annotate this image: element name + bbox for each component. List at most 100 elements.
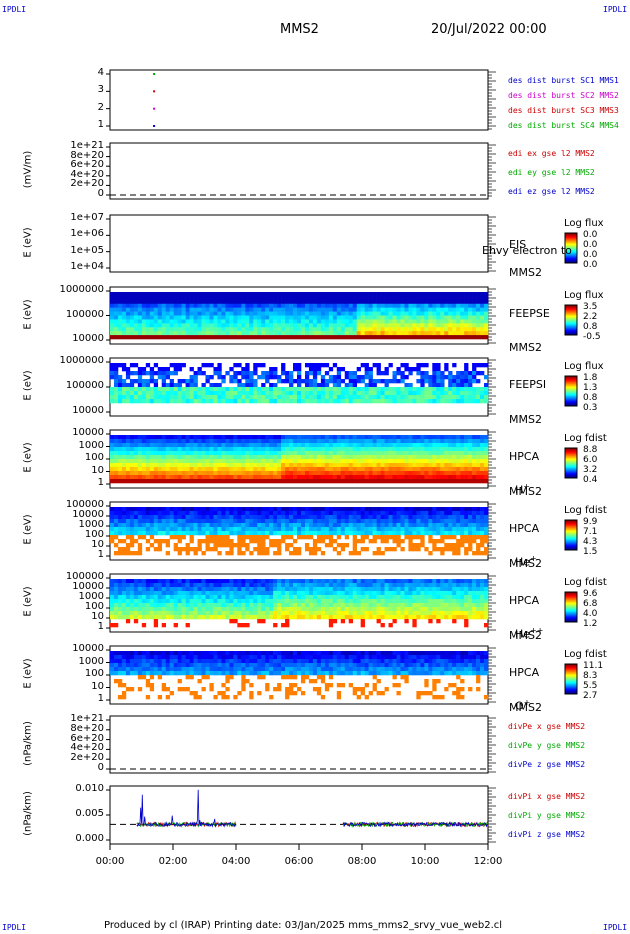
spec-cell (285, 295, 290, 301)
spec-cell (241, 543, 246, 548)
spec-cell (153, 295, 159, 301)
spec-cell (281, 515, 286, 520)
spec-cell (217, 363, 222, 368)
spec-cell (229, 607, 234, 612)
spec-cell (300, 399, 306, 404)
spec-cell (340, 467, 346, 472)
colorbar-swatch (565, 532, 577, 534)
spec-cell (452, 387, 457, 392)
spec-cell (388, 327, 393, 332)
spec-cell (225, 595, 230, 600)
spec-cell (110, 523, 115, 528)
spec-cell (324, 607, 330, 612)
spec-cell (297, 547, 302, 552)
spec-cell (133, 511, 139, 516)
spec-cell (149, 327, 155, 332)
spec-cell (245, 595, 250, 600)
spec-cell (320, 383, 326, 388)
spec-cell (273, 471, 278, 476)
spec-cell (173, 531, 178, 536)
spec-cell (344, 527, 350, 532)
spec-cell (229, 455, 234, 460)
spec-cell (225, 535, 230, 540)
spec-cell (285, 511, 290, 516)
spec-cell (185, 315, 190, 320)
spec-cell (125, 371, 131, 376)
spec-cell (324, 371, 330, 376)
spec-cell (297, 463, 302, 468)
spec-cell (117, 335, 123, 340)
spec-cell (269, 471, 274, 476)
spec-cell (277, 295, 282, 301)
spec-cell (289, 395, 294, 400)
spec-cell (324, 475, 330, 480)
spec-cell (213, 479, 218, 484)
spec-cell (304, 435, 310, 440)
spec-cell (356, 523, 361, 528)
spec-cell (304, 295, 310, 301)
spec-cell (376, 515, 381, 520)
spec-cell (344, 383, 350, 388)
spec-cell (320, 519, 326, 524)
spec-cell (293, 447, 298, 452)
spec-cell (324, 387, 330, 392)
spec-cell (324, 527, 330, 532)
spec-cell (193, 375, 198, 380)
spec-cell (332, 587, 338, 592)
spec-cell (257, 439, 262, 444)
footer-text: Produced by cl (IRAP) Printing date: 03/… (104, 920, 503, 931)
spec-cell (460, 387, 465, 392)
spec-cell (297, 507, 302, 512)
colorbar-swatch (565, 449, 577, 451)
spec-cell (181, 467, 186, 472)
spec-cell (257, 543, 262, 548)
spec-cell (217, 459, 222, 464)
spec-cell (304, 335, 310, 340)
spec-cell (360, 307, 365, 312)
spec-cell (444, 331, 449, 336)
spec-cell (420, 315, 425, 320)
spec-cell (460, 447, 465, 452)
spec-cell (364, 335, 369, 340)
spec-cell (428, 335, 433, 340)
spec-cell (229, 307, 234, 312)
spec-cell (388, 475, 393, 480)
spec-cell (145, 387, 151, 392)
spec-cell (117, 523, 123, 528)
spec-cell (368, 323, 373, 328)
spec-cell (121, 303, 127, 308)
spec-cell (129, 292, 135, 297)
spec-cell (340, 547, 346, 552)
spec-cell (320, 595, 326, 600)
spec-cell (177, 471, 182, 476)
spec-cell (352, 547, 357, 552)
spec-cell (169, 599, 174, 604)
spec-cell (372, 323, 377, 328)
spec-cell (356, 451, 361, 456)
spec-cell (448, 335, 453, 340)
spec-cell (237, 439, 242, 444)
spec-cell (173, 292, 178, 297)
spec-cell (352, 471, 357, 476)
spec-cell (117, 292, 123, 297)
spec-cell (165, 447, 170, 452)
spec-cell (281, 579, 286, 584)
spec-cell (324, 331, 330, 336)
spec-cell (209, 595, 214, 600)
spec-cell (424, 323, 429, 328)
spec-cell (436, 363, 441, 368)
spec-cell (137, 371, 143, 376)
spec-cell (189, 323, 194, 328)
spec-cell (185, 595, 190, 600)
spec-cell (233, 523, 238, 528)
spec-cell (177, 323, 182, 328)
spec-cell (336, 523, 342, 528)
spec-cell (348, 459, 354, 464)
spec-cell (312, 371, 318, 376)
spec-cell (237, 295, 242, 301)
colorbar-swatch (565, 329, 577, 331)
spec-cell (388, 519, 393, 524)
spec-cell (189, 467, 194, 472)
spec-cell (165, 399, 170, 404)
spec-cell (304, 459, 310, 464)
